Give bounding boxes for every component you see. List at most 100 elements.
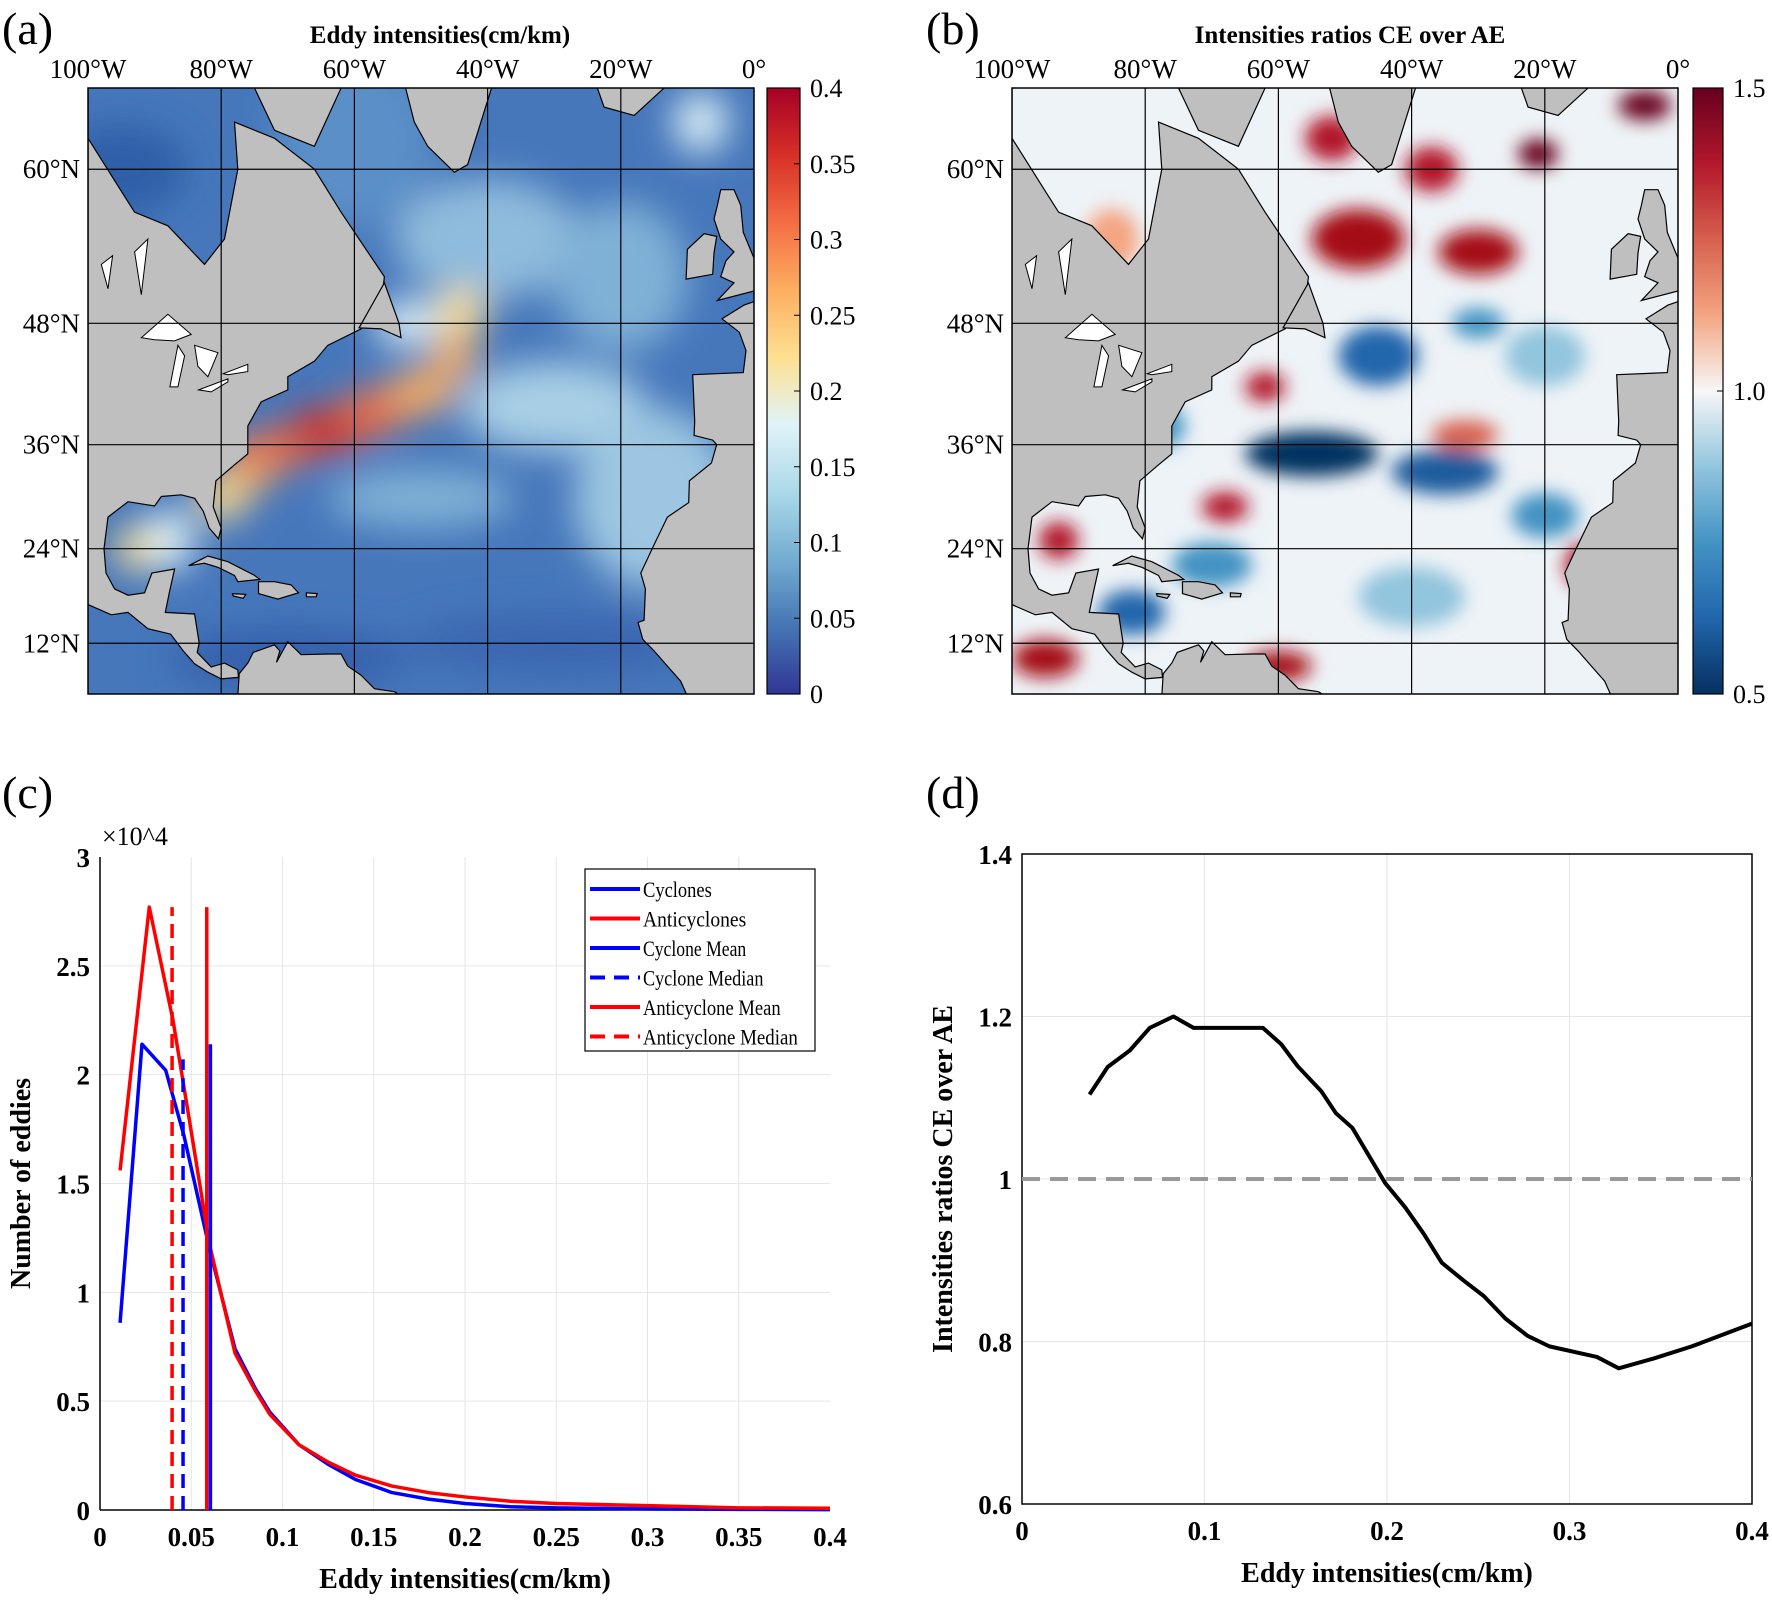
lake [193, 344, 219, 378]
field-patch [1245, 371, 1286, 402]
y-tick-label: 1 [77, 1278, 91, 1308]
longitude-label: 20°W [1513, 54, 1577, 84]
y-tick-label: 3 [77, 843, 91, 873]
longitude-label: 60°W [1247, 54, 1311, 84]
lake [1064, 313, 1117, 342]
lake [134, 237, 149, 295]
colorbar-tick-label: 0.25 [810, 301, 856, 330]
land-ireland [685, 233, 718, 280]
land-newfoundland [1282, 281, 1326, 339]
x-tick-label: 0.1 [266, 1522, 300, 1552]
lake [1058, 237, 1073, 295]
field-patch [1438, 229, 1519, 275]
field-patch [141, 510, 195, 571]
field-patch [1311, 208, 1405, 269]
latitude-label: 12°N [23, 628, 80, 658]
land-europe-africa [637, 301, 754, 694]
x-tick-label: 0 [93, 1522, 107, 1552]
map-b-frame [1011, 87, 1679, 695]
y-tick-label: 0.8 [978, 1328, 1012, 1358]
y-tick-label: 0.6 [978, 1490, 1012, 1520]
y-multiplier-label: ×10^4 [102, 822, 168, 851]
x-axis-label: Eddy intensities(cm/km) [1241, 1558, 1533, 1589]
map-a-eddy-intensities: 100°W 80°W 60°W 40°W 20°W 0° 60°N 48°N 36°N 24°N 1… [23, 54, 766, 695]
panel-label-c: (c) [2, 767, 54, 818]
land-iceland [596, 88, 665, 117]
field-patch [1012, 639, 1079, 678]
panel-label-b: (b) [926, 3, 980, 54]
lake [221, 363, 249, 376]
land-europe-africa [1561, 301, 1678, 694]
colorbar-tick-label: 0.05 [810, 604, 856, 633]
land-baffin-island [253, 88, 342, 148]
field-patch [434, 289, 488, 335]
land-ireland [1609, 233, 1642, 280]
latitude-label: 36°N [23, 430, 80, 460]
legend: Cyclones Anticyclones Cyclone Mean Cyclone … [584, 868, 816, 1052]
field-patch [430, 333, 478, 379]
y-tick-label: 2.5 [56, 952, 90, 982]
land-cuba [188, 555, 262, 583]
colorbar-tick-label: 0.35 [810, 150, 856, 179]
land-hispaniola [1181, 581, 1224, 600]
land-britain [1637, 189, 1678, 302]
lake [196, 378, 229, 393]
field-patch [1245, 431, 1379, 477]
field-patch [1171, 542, 1252, 588]
longitude-label: 0° [742, 54, 766, 84]
y-axis-label: Number of eddies [6, 1078, 37, 1289]
colorbar-tick-label: 1.0 [1733, 377, 1766, 406]
y-tick-label: 0.5 [56, 1387, 90, 1417]
field-patch [327, 468, 515, 529]
y-tick-label: 0 [77, 1496, 91, 1526]
latitude-label: 24°N [23, 534, 80, 564]
y-axis-label: Intensities ratios CE over AE [928, 1005, 959, 1353]
legend-entry-label: Anticyclone Median [643, 1025, 798, 1050]
colorbar-b: 0.5 1.0 1.5 [1692, 74, 1766, 709]
field-patch [1338, 325, 1419, 386]
series-cyclones-line [118, 1042, 831, 1512]
land-north-america [88, 88, 386, 680]
lake [140, 313, 193, 342]
panel-label-a: (a) [2, 3, 54, 54]
land-greenland [404, 88, 493, 173]
latitude-label: 12°N [947, 628, 1004, 658]
land-north-america [1012, 88, 1310, 680]
x-tick-label: 0.4 [1735, 1516, 1769, 1546]
land-cuba [1112, 555, 1186, 583]
land-puerto-rico [1229, 592, 1242, 598]
x-tick-label: 0.15 [350, 1522, 397, 1552]
land-hispaniola [257, 581, 300, 600]
longitude-label: 80°W [190, 54, 254, 84]
chart-c-eddy-counts: 0 0.05 0.1 0.15 0.2 0.25 0.3 0.35 0.4 0 0.5 1 1.5 2 2.… [6, 822, 847, 1595]
longitude-label: 100°W [50, 54, 127, 84]
field-patch [460, 361, 648, 452]
lake [1024, 254, 1038, 289]
map-a-title: Eddy intensities(cm/km) [309, 22, 571, 49]
field-patch [674, 92, 728, 153]
ratio-line [1087, 1014, 1753, 1371]
land-south-america [237, 640, 400, 694]
land-britain [713, 189, 754, 302]
field-patch [1431, 420, 1499, 451]
longitude-label: 0° [1666, 54, 1690, 84]
x-tick-label: 0.25 [533, 1522, 580, 1552]
land-iceland [1520, 88, 1589, 117]
field-patch [1201, 491, 1249, 522]
x-axis-label: Eddy intensities(cm/km) [319, 1564, 611, 1595]
latitude-label: 48°N [23, 308, 80, 338]
x-tick-label: 0.4 [813, 1522, 847, 1552]
longitude-label: 60°W [323, 54, 387, 84]
lake [1120, 378, 1153, 393]
x-tick-label: 0 [1015, 1516, 1029, 1546]
map-a-frame [87, 87, 755, 695]
y-tick-label: 1.2 [978, 1003, 1012, 1033]
colorbar-a: 0 0.05 0.1 0.15 0.2 0.25 0.3 0.35 0.4 [766, 74, 856, 709]
longitude-label: 100°W [974, 54, 1051, 84]
legend-entry-label: Cyclone Mean [643, 936, 746, 961]
field-patch [1518, 139, 1559, 170]
x-tick-label: 0.3 [631, 1522, 665, 1552]
longitude-label: 80°W [1114, 54, 1178, 84]
x-tick-label: 0.2 [448, 1522, 482, 1552]
